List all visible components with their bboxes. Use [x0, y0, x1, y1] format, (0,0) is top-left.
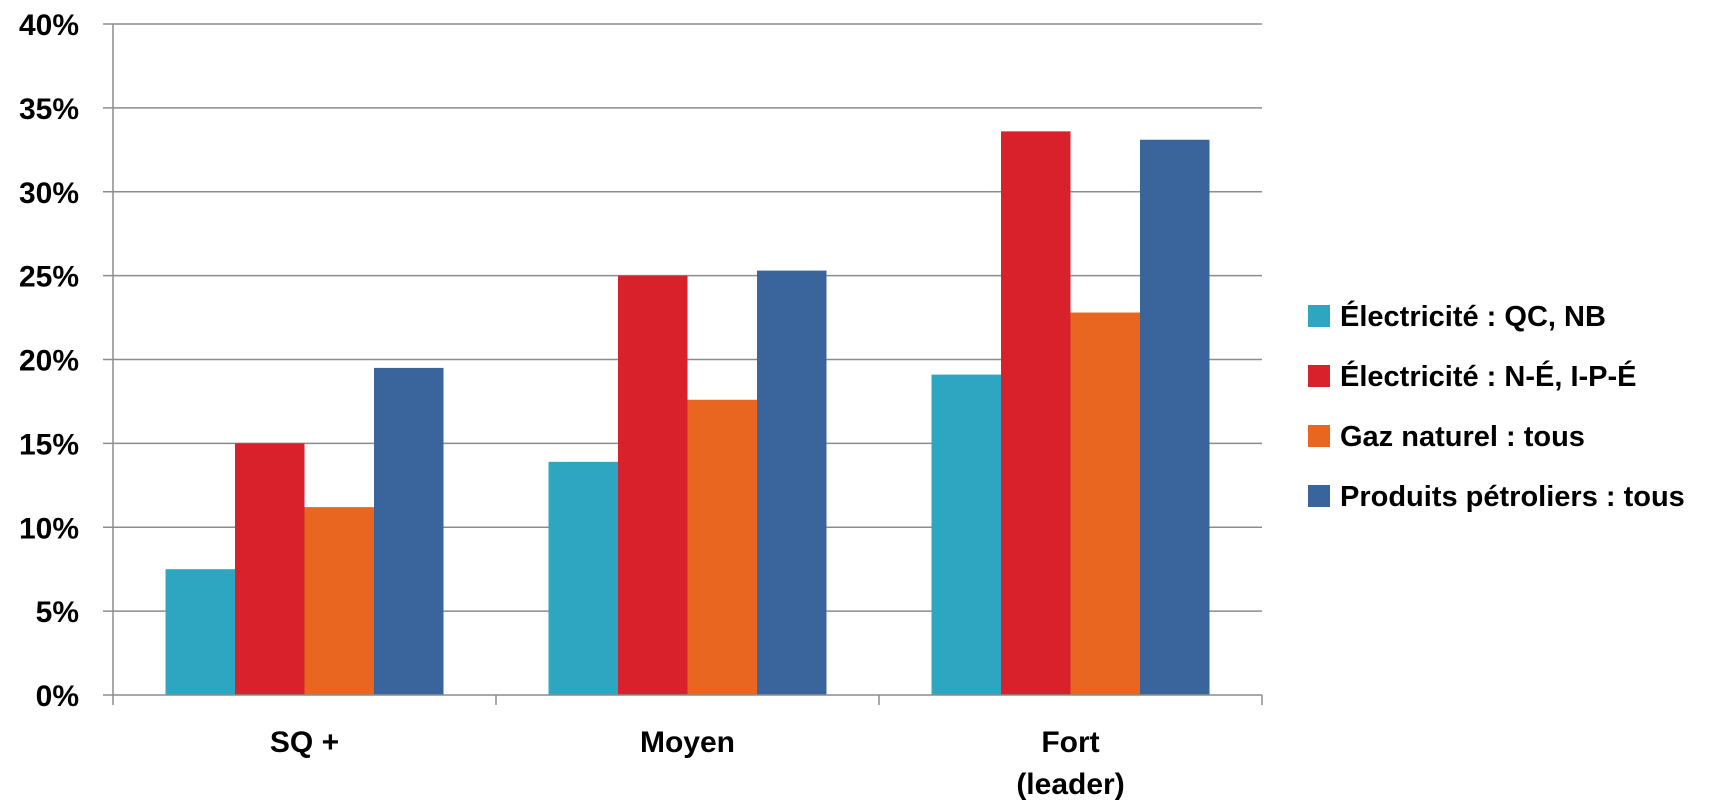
legend-swatch	[1308, 485, 1330, 507]
y-tick-label: 30%	[19, 177, 79, 210]
x-category-label: SQ +	[270, 726, 339, 759]
axes	[103, 23, 1263, 705]
legend-swatch	[1308, 425, 1330, 447]
legend: Électricité : QC, NB Électricité : N-É, I…	[1308, 299, 1685, 513]
legend-label: Gaz naturel : tous	[1340, 421, 1585, 453]
bar	[618, 275, 688, 695]
bar	[757, 270, 827, 695]
y-tick-label: 35%	[19, 93, 79, 126]
bar	[1070, 312, 1140, 695]
bar	[931, 374, 1001, 695]
legend-swatch	[1308, 365, 1330, 387]
legend-label: Électricité : N-É, I-P-É	[1340, 359, 1637, 393]
y-tick-label: 25%	[19, 261, 79, 294]
y-axis-tick-labels: 0% 5% 10% 15% 20% 25% 30% 35% 40%	[19, 9, 79, 713]
legend-label: Produits pétroliers : tous	[1340, 481, 1685, 513]
y-tick-label: 5%	[36, 596, 79, 629]
bar	[304, 507, 374, 695]
y-tick-label: 15%	[19, 428, 79, 461]
y-tick-label: 40%	[19, 9, 79, 42]
bars	[165, 131, 1210, 696]
x-category-label: Fort	[1041, 726, 1099, 759]
y-tick-label: 10%	[19, 512, 79, 545]
legend-swatch	[1308, 305, 1330, 327]
bar	[1001, 131, 1071, 696]
bar	[548, 461, 618, 695]
y-tick-label: 20%	[19, 345, 79, 378]
bar	[374, 367, 444, 695]
x-axis-category-labels: SQ + Moyen Fort (leader)	[270, 726, 1125, 801]
y-tick-label: 0%	[36, 680, 79, 713]
x-category-label: Moyen	[640, 726, 735, 759]
bar	[687, 399, 757, 695]
legend-label: Électricité : QC, NB	[1340, 299, 1606, 333]
bar	[235, 443, 305, 695]
x-category-label: (leader)	[1016, 768, 1124, 801]
bar	[165, 569, 235, 695]
bar	[1140, 139, 1210, 695]
